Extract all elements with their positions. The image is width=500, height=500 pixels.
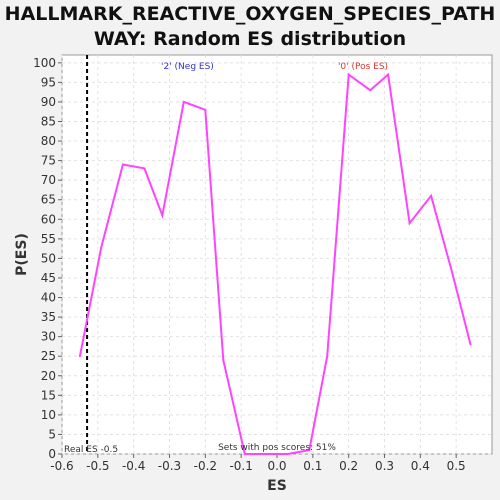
y-axis-title: P(ES): [14, 233, 30, 276]
y-tick-label: 40: [41, 291, 56, 305]
data-point: [222, 359, 225, 362]
data-point: [408, 222, 411, 225]
data-point: [121, 163, 124, 166]
neg-es-label: '2' (Neg ES): [161, 62, 214, 72]
y-tick-label: 35: [41, 310, 56, 324]
y-tick-label: 0: [48, 447, 56, 461]
data-point: [78, 355, 81, 358]
data-point: [161, 214, 164, 217]
x-tick-label: -0.2: [194, 459, 217, 473]
y-tick-label: 45: [41, 271, 56, 285]
x-tick-label: 0.0: [267, 459, 286, 473]
chart-title: HALLMARK_REACTIVE_OXYGEN_SPECIES_PATHWAY…: [4, 3, 496, 50]
y-tick-label: 75: [41, 154, 56, 168]
data-point: [286, 453, 289, 455]
x-tick-label: 0.5: [447, 459, 466, 473]
data-point: [469, 343, 472, 346]
data-point: [243, 453, 246, 455]
x-axis-ticks: -0.6 -0.5 -0.4 -0.3 -0.2 -0.1 0.0 0.1 0.2 0.3 0.4 0…: [50, 454, 466, 473]
y-tick-label: 10: [41, 408, 56, 422]
data-point: [204, 108, 207, 111]
y-tick-label: 80: [41, 134, 56, 148]
grid: [61, 55, 492, 455]
pos-scores-label: Sets with pos scores: 51%: [218, 443, 336, 453]
data-point: [347, 73, 350, 76]
x-tick-label: 0.2: [339, 459, 358, 473]
data-point: [261, 453, 264, 455]
y-tick-label: 85: [41, 115, 56, 129]
x-tick-label: -0.6: [50, 459, 73, 473]
y-tick-label: 50: [41, 251, 56, 265]
y-tick-label: 5: [48, 427, 56, 441]
data-point: [308, 449, 311, 452]
y-tick-label: 65: [41, 193, 56, 207]
y-tick-label: 70: [41, 173, 56, 187]
y-tick-label: 100: [33, 56, 56, 70]
series-points: [78, 73, 472, 455]
x-tick-label: -0.4: [122, 459, 145, 473]
pos-es-label: '0' (Pos ES): [338, 62, 388, 72]
data-point: [430, 194, 433, 197]
data-point: [451, 273, 454, 276]
data-point: [387, 73, 390, 76]
y-tick-label: 95: [41, 75, 56, 89]
y-tick-label: 25: [41, 349, 56, 363]
data-point: [182, 100, 185, 103]
y-tick-label: 20: [41, 369, 56, 383]
x-tick-label: -0.5: [86, 459, 109, 473]
y-tick-label: 90: [41, 95, 56, 109]
y-tick-label: 30: [41, 330, 56, 344]
x-tick-label: 0.1: [303, 459, 322, 473]
x-tick-label: -0.3: [158, 459, 181, 473]
data-point: [100, 245, 103, 248]
data-point: [143, 167, 146, 170]
y-tick-label: 15: [41, 388, 56, 402]
x-tick-label: -0.1: [229, 459, 252, 473]
series-line: [78, 72, 472, 455]
y-tick-label: 55: [41, 232, 56, 246]
real-es-label: Real ES -0.5: [64, 445, 118, 455]
x-axis-title: ES: [267, 478, 287, 494]
x-tick-label: 0.4: [411, 459, 430, 473]
y-tick-label: 60: [41, 212, 56, 226]
data-point: [326, 355, 329, 358]
x-tick-label: 0.3: [375, 459, 394, 473]
data-point: [369, 89, 372, 92]
y-axis-ticks: 0 5 10 15 20 25 30 35 40 45 50 55 60 65 70 75 80 85 90 95 10…: [33, 56, 62, 461]
